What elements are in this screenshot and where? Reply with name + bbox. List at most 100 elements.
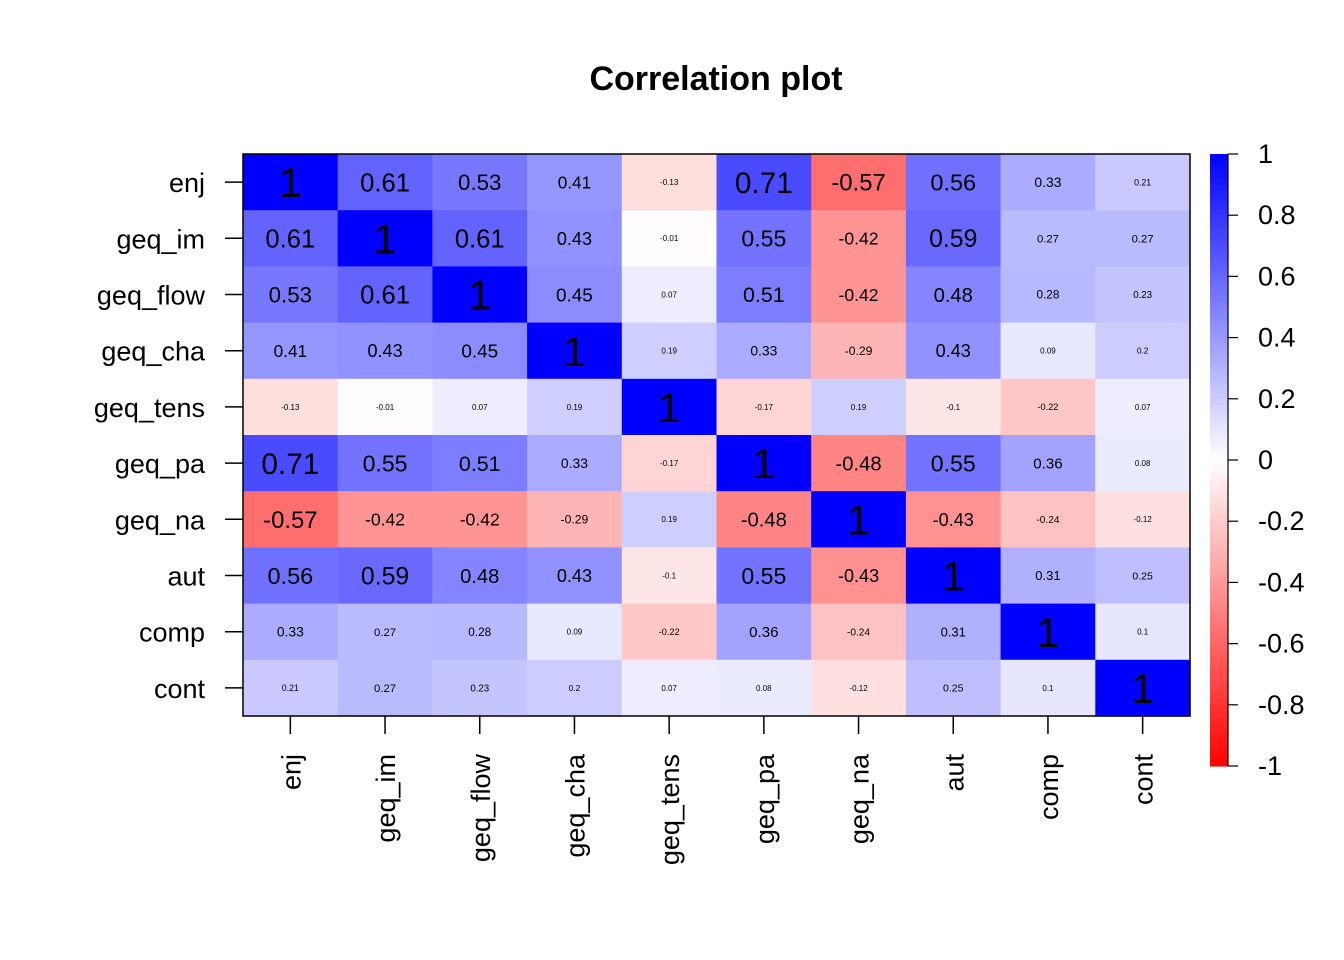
y-axis: enj geq_im geq_flow geq_cha geq_tens geq_page… (94, 168, 243, 704)
heatmap-cell (811, 210, 907, 267)
cell-value-label: 0.48 (934, 285, 973, 307)
heatmap-cell (1095, 435, 1191, 492)
legend-color-step (1210, 215, 1228, 222)
heatmap-cell (621, 435, 718, 492)
cell-value-label: 0.56 (930, 170, 976, 196)
cell-value-label: 0.2 (1137, 346, 1149, 356)
heatmap-cell (621, 603, 718, 661)
x-tick-label: geq_na (845, 753, 875, 844)
heatmap-cell (432, 491, 528, 548)
heatmap-cell (243, 435, 339, 492)
heatmap-cell (811, 659, 907, 717)
heatmap-cell (716, 603, 812, 661)
cell-value-label: 0.55 (741, 226, 786, 252)
cell-value-label: -0.01 (376, 403, 395, 412)
cell-value-label: -0.1 (662, 571, 676, 580)
cell-value-label: 0.19 (661, 347, 677, 356)
cell-value-label: 0.21 (282, 683, 299, 693)
cell-value-label: 0.43 (936, 341, 971, 361)
cell-value-label: 0.25 (1132, 570, 1153, 582)
legend-tick-label: 0.2 (1258, 384, 1296, 414)
legend-color-step (1210, 753, 1228, 761)
x-tick-label: comp (1034, 754, 1064, 820)
legend-color-step (1210, 527, 1228, 535)
legend-color-step (1210, 478, 1228, 486)
cell-value-label: 1 (563, 328, 586, 375)
heatmap-cell (621, 266, 718, 324)
cell-value-label: 0.51 (459, 452, 501, 476)
cell-value-label: 0.23 (470, 683, 489, 694)
heatmap-cell (1000, 659, 1096, 717)
heatmap-cell (716, 435, 812, 492)
heatmap-cell (1000, 322, 1096, 380)
legend-color-step (1210, 453, 1228, 461)
legend-color-step (1210, 202, 1228, 210)
cell-value-label: 0.31 (1035, 568, 1060, 583)
cell-value-label: -0.57 (263, 507, 317, 534)
legend-color-step (1210, 698, 1228, 706)
heatmap-cell (337, 210, 433, 267)
legend-color-step (1210, 264, 1228, 271)
legend-color-step (1210, 349, 1228, 357)
cell-value-label: 0.08 (1135, 459, 1151, 468)
cell-value-label: 0.59 (929, 226, 977, 253)
cell-value-label: -0.43 (838, 566, 879, 586)
cell-value-label: 0.19 (567, 403, 583, 412)
heatmap-cell (243, 378, 339, 436)
cell-value-label: 0.25 (943, 683, 964, 695)
legend-color-step (1210, 368, 1228, 375)
y-tick-label: geq_tens (94, 393, 205, 423)
cell-value-label: 0.1 (1042, 684, 1054, 693)
legend-color-step (1210, 759, 1228, 767)
heatmap-cell (337, 322, 433, 380)
heatmap-cell (716, 491, 812, 548)
heatmap-cell (621, 322, 718, 380)
heatmap-cell (432, 435, 528, 492)
cell-value-label: -0.1 (946, 403, 960, 412)
heatmap-cell-labels: 1 0.61 0.53 0.41 -0.13 0.71 -0.57 0.56 0.33 0.210… (261, 159, 1154, 712)
heatmap-cell (337, 266, 433, 324)
legend-color-step (1210, 570, 1228, 577)
cell-value-label: 0.19 (661, 515, 677, 524)
cell-value-label: -0.42 (460, 510, 500, 530)
legend-color-step (1210, 472, 1228, 479)
cell-value-label: 1 (657, 384, 680, 431)
legend-color-step (1210, 417, 1228, 424)
cell-value-label: 0.21 (1134, 177, 1151, 187)
chart-title: Correlation plot (589, 60, 842, 98)
cell-value-label: 0.33 (750, 343, 777, 359)
heatmap-cell (905, 491, 1002, 548)
heatmap-cell (527, 266, 623, 324)
cell-value-label: -0.17 (755, 403, 774, 412)
cell-value-label: 0.27 (374, 627, 396, 639)
heatmap-cell (1095, 266, 1191, 324)
heatmap-cell (621, 210, 718, 267)
legend-color-step (1210, 533, 1228, 541)
cell-value-label: 0.53 (458, 170, 501, 195)
heatmap-cell (1095, 210, 1191, 267)
cell-value-label: 1 (468, 272, 491, 319)
legend-color-step (1210, 331, 1228, 339)
legend-color-step (1210, 435, 1228, 443)
legend-color-step (1210, 221, 1228, 229)
x-tick-label: geq_tens (655, 754, 685, 865)
cell-value-label: 0.36 (1033, 456, 1062, 473)
cell-value-label: 0.61 (455, 226, 505, 254)
heatmap-cell (905, 210, 1002, 267)
heatmap-cell (243, 547, 339, 605)
legend-tick-label: -0.6 (1258, 629, 1305, 659)
cell-value-label: 0.71 (735, 167, 793, 200)
legend-color-step (1210, 490, 1228, 498)
heatmap-cell (621, 154, 718, 211)
heatmap-cell (716, 154, 812, 211)
legend-color-step (1210, 166, 1228, 173)
cell-value-label: 0.61 (265, 226, 315, 254)
cell-value-label: -0.42 (365, 510, 405, 530)
heatmap-cell (243, 659, 339, 717)
legend-color-step (1210, 386, 1228, 394)
cell-value-label: 0.28 (1036, 288, 1059, 302)
legend-color-step (1210, 355, 1228, 363)
legend-color-step (1210, 557, 1228, 565)
heatmap-cell (432, 154, 528, 211)
